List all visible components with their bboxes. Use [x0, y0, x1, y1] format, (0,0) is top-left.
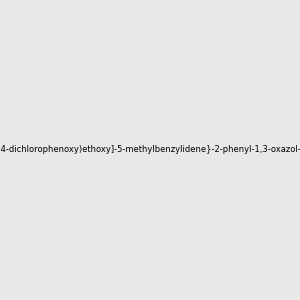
Text: 4-{2-[2-(2,4-dichlorophenoxy)ethoxy]-5-methylbenzylidene}-2-phenyl-1,3-oxazol-5(: 4-{2-[2-(2,4-dichlorophenoxy)ethoxy]-5-m…: [0, 146, 300, 154]
